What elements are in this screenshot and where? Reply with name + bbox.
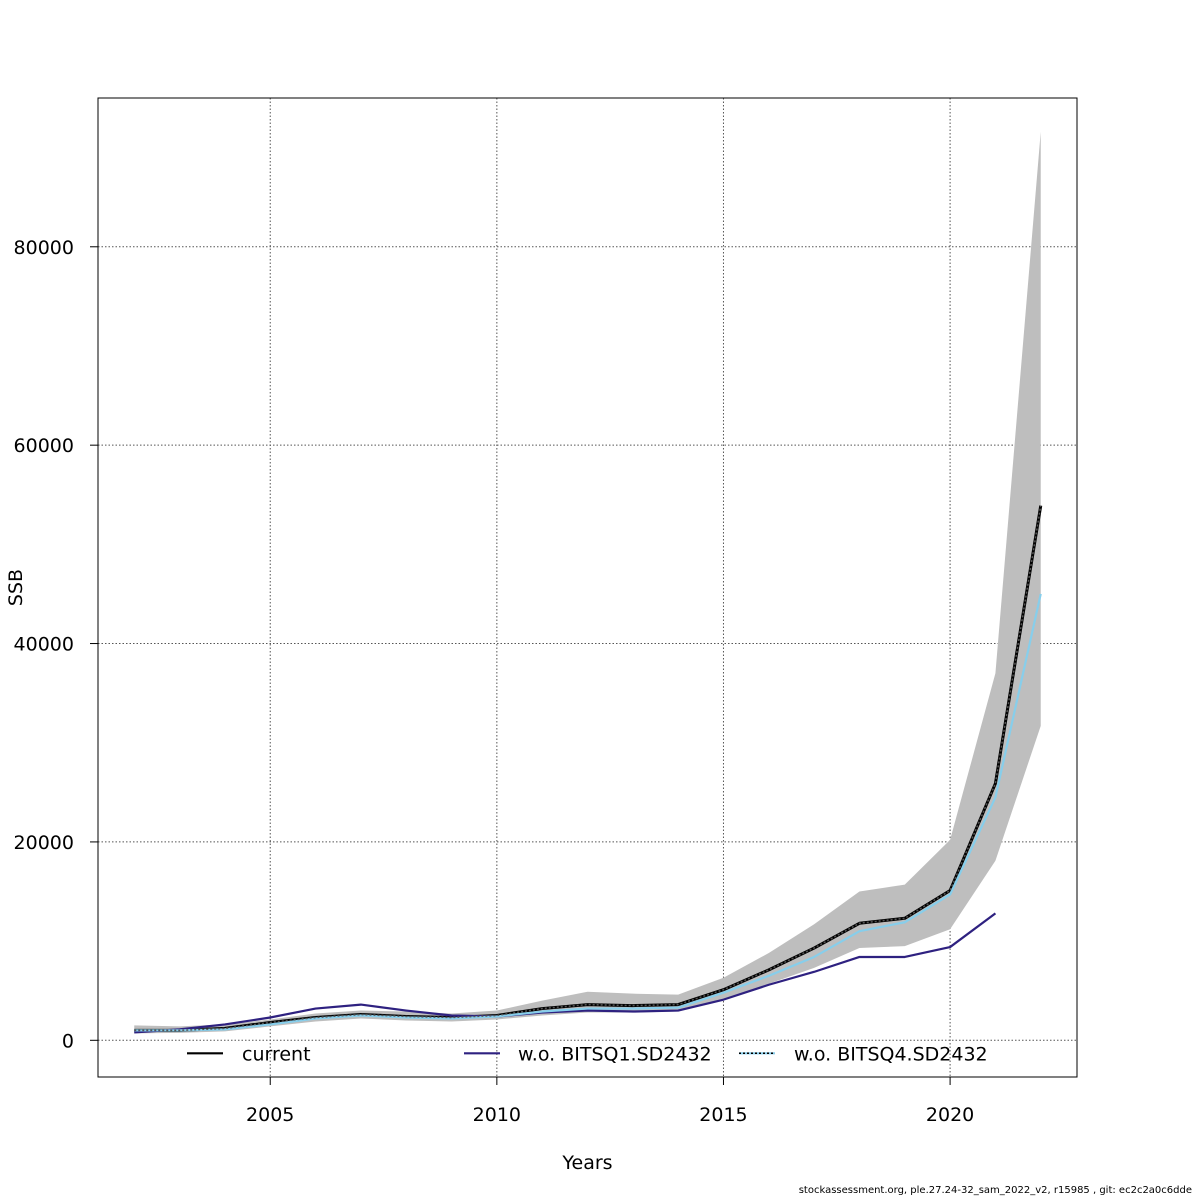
y-tick-label: 40000 xyxy=(14,634,74,656)
y-tick-label: 0 xyxy=(62,1030,74,1052)
footer-credit: stockassessment.org, ple.27.24-32_sam_20… xyxy=(798,1185,1192,1196)
plot-frame xyxy=(97,97,1078,1078)
series-line-current-dotted xyxy=(134,505,1042,1032)
series-line-current xyxy=(134,505,1043,1032)
y-tick-label: 80000 xyxy=(14,237,74,259)
x-tick-label: 2020 xyxy=(926,1104,974,1126)
series-line-wo-bitsq4 xyxy=(134,593,1042,1032)
x-tick-label: 2010 xyxy=(473,1104,521,1126)
legend-label: current xyxy=(242,1043,311,1065)
legend: current w.o. BITSQ1.SD2432 w.o. BITSQ4.SD2… xyxy=(187,1043,988,1065)
x-tick-label: 2015 xyxy=(699,1104,747,1126)
y-tick-label: 60000 xyxy=(14,435,74,457)
axes: 2005 2010 2015 2020 0 20000 40000 60000 80000 xyxy=(14,237,975,1126)
y-tick-label: 20000 xyxy=(14,832,74,854)
legend-label: w.o. BITSQ4.SD2432 xyxy=(794,1043,988,1065)
x-tick-label: 2005 xyxy=(246,1104,294,1126)
series-line-wo-bitsq1 xyxy=(134,912,997,1034)
y-axis-title: SSB xyxy=(5,569,27,606)
x-axis-title: Years xyxy=(561,1152,612,1174)
series-lines xyxy=(134,505,1043,1034)
legend-label: w.o. BITSQ1.SD2432 xyxy=(518,1043,712,1065)
